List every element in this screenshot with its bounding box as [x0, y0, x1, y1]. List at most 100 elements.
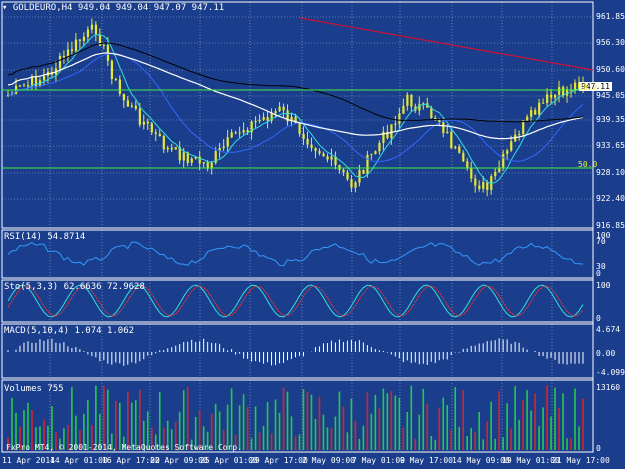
price-axis-label: 922.40: [596, 194, 625, 203]
candle-body: [510, 141, 513, 151]
candle-body: [118, 79, 122, 94]
candle-body: [322, 153, 325, 157]
time-axis-label: 14 May 09:00: [452, 456, 510, 465]
candle-body: [270, 113, 273, 121]
candle-body: [234, 132, 237, 134]
candle-body: [390, 124, 393, 139]
pane-frame: [1, 1, 594, 229]
candle-body: [114, 79, 118, 81]
candle-body: [66, 49, 70, 58]
candle-body: [402, 105, 405, 114]
candle-body: [278, 106, 281, 112]
candle-body: [18, 85, 22, 87]
candle-body: [462, 152, 465, 162]
candle-body: [398, 113, 401, 124]
candle-body: [126, 100, 129, 107]
candle-body: [174, 147, 177, 150]
trendline: [299, 17, 594, 71]
candle-body: [90, 24, 94, 30]
candle-body: [370, 153, 373, 155]
price-axis-label: 950.60: [596, 65, 625, 74]
candle-body: [122, 93, 125, 101]
candle-body: [454, 146, 457, 149]
stoch-level: 0: [596, 314, 601, 323]
candle-body: [282, 106, 285, 111]
candle-body: [306, 139, 309, 145]
candle-body: [258, 119, 261, 122]
rsi-level: 100: [596, 231, 611, 240]
rsi-level: 0: [596, 269, 601, 278]
candle-body: [130, 105, 133, 107]
candle-body: [502, 153, 505, 168]
candle-body: [458, 146, 461, 153]
candle-body: [58, 55, 62, 69]
candle-body: [550, 94, 553, 98]
candle-body: [310, 144, 313, 148]
candle-body: [346, 172, 349, 180]
ohlc-values: 949.04 949.04 947.07 947.11: [77, 3, 225, 13]
candle-body: [526, 116, 529, 121]
symbol-title: GOLDEURO,H4: [12, 3, 73, 13]
candle-body: [410, 94, 413, 107]
candle-body: [198, 156, 201, 164]
candle-body: [530, 110, 533, 117]
candle-body: [62, 55, 66, 58]
candle-body: [138, 108, 141, 125]
candle-body: [178, 147, 181, 161]
candle-body: [238, 132, 241, 134]
time-axis-label: 7 May 01:00: [352, 456, 405, 465]
candle-body: [22, 85, 26, 87]
stoch-label: Sto(5,3,3) 62.6636 72.9628: [4, 282, 145, 292]
candle-body: [394, 123, 397, 125]
dropdown-triangle-icon[interactable]: ▾: [2, 3, 8, 13]
time-axis-label: 19 May 01:00: [502, 456, 560, 465]
candle-body: [498, 167, 501, 172]
candle-body: [166, 147, 169, 150]
candle-body: [486, 182, 489, 190]
candle-body: [210, 162, 213, 169]
candle-body: [438, 120, 441, 123]
candle-body: [162, 135, 165, 150]
candle-body: [230, 132, 233, 138]
candle-body: [78, 39, 82, 41]
candle-body: [554, 94, 557, 98]
macd-level: 0.00: [596, 349, 616, 358]
candle-body: [542, 102, 545, 104]
price-axis-label: 928.10: [596, 168, 625, 177]
candle-body: [474, 178, 477, 186]
stoch-level: 100: [596, 281, 611, 290]
candle-body: [266, 117, 269, 121]
candle-body: [70, 49, 74, 52]
volume-level: 0: [596, 444, 601, 453]
candle-body: [242, 130, 245, 133]
candle-body: [110, 60, 114, 80]
time-axis-label: 2 May 09:00: [302, 456, 355, 465]
copyright-text: FxPro MT4, © 2001-2014, MetaQuotes Softw…: [6, 443, 243, 452]
candle-body: [94, 24, 98, 35]
pane-frame: [1, 229, 594, 279]
time-axis-label: 29 Apr 17:00: [250, 456, 308, 465]
ma-slow-line: [7, 52, 584, 140]
candle-body: [146, 121, 149, 124]
macd-level: 4.674: [596, 325, 621, 334]
candle-body: [338, 165, 341, 170]
candle-body: [506, 150, 509, 154]
candle-body: [546, 94, 549, 103]
chart-title: ▾ GOLDEURO,H4 949.04 949.04 947.07 947.1…: [2, 3, 224, 13]
candle-body: [214, 151, 217, 163]
candle-body: [374, 151, 377, 154]
candle-body: [522, 120, 525, 135]
candle-body: [134, 105, 137, 109]
rsi-label: RSI(14) 54.8714: [4, 232, 86, 242]
rsi-level: 30: [596, 262, 606, 271]
candle-body: [42, 75, 46, 81]
candle-body: [362, 170, 365, 174]
candle-body: [290, 116, 293, 122]
candle-body: [330, 156, 333, 160]
candle-body: [318, 151, 321, 154]
candle-body: [142, 121, 145, 125]
time-axis-label: 14 Apr 01:00: [50, 456, 108, 465]
candle-body: [7, 94, 10, 96]
